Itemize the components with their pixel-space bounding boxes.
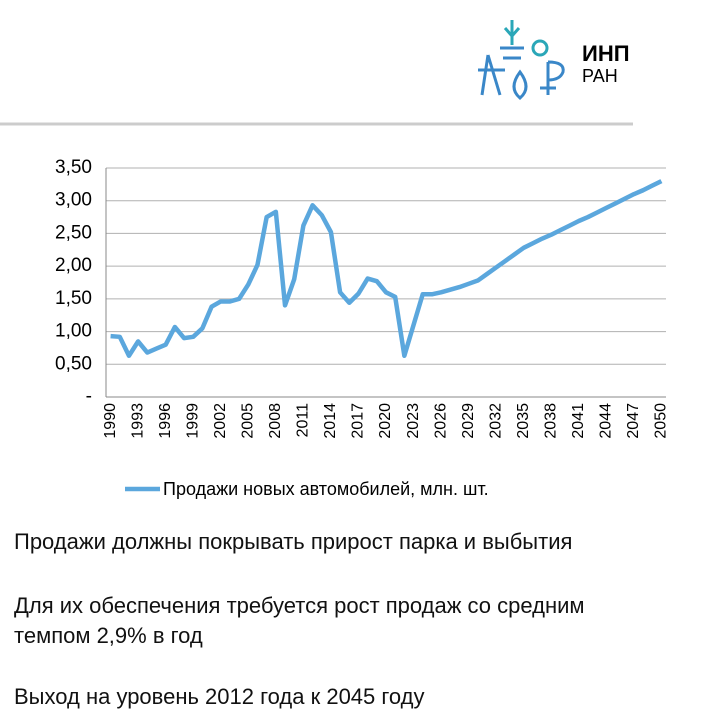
- x-tick-label: 1996: [157, 403, 174, 439]
- x-tick-label: 2050: [653, 403, 670, 439]
- x-tick-label: 2044: [598, 403, 615, 439]
- x-tick-label: 2023: [405, 403, 422, 439]
- x-tick-label: 1999: [184, 403, 201, 439]
- y-tick-label: 1,00: [55, 321, 92, 342]
- x-tick-label: 2029: [460, 403, 477, 439]
- paragraph: Выход на уровень 2012 года к 2045 году: [14, 684, 425, 709]
- y-tick-label: 0,50: [55, 353, 92, 374]
- x-tick-label: 2020: [377, 403, 394, 439]
- slide: ИНП РАН - 0,50 1,00 1,50 2,00 2,50 3,00 3,50 199…: [0, 20, 670, 499]
- x-tick-label: 2038: [542, 403, 559, 439]
- logo-icon: [478, 20, 565, 100]
- logo-org: РАН: [582, 66, 618, 86]
- y-tick-label: 1,50: [55, 288, 92, 309]
- y-tick-label: 2,50: [55, 222, 92, 243]
- x-tick-label: 2041: [570, 403, 587, 439]
- x-tick-label: 2017: [350, 403, 367, 439]
- x-tick-label: 2008: [267, 403, 284, 439]
- x-tick-label: 2011: [295, 403, 312, 438]
- x-tick-label: 1993: [129, 403, 146, 439]
- x-tick-label: 1990: [102, 403, 119, 439]
- x-tick-label: 2005: [240, 403, 257, 439]
- x-tick-label: 2026: [432, 403, 449, 439]
- y-tick-label: 3,00: [55, 190, 92, 211]
- y-tick-label: 3,50: [55, 157, 92, 178]
- y-tick-label: 2,00: [55, 255, 92, 276]
- paragraph: Для их обеспечения требуется рост продаж…: [14, 593, 585, 648]
- x-tick-label: 2032: [487, 403, 504, 439]
- logo-name: ИНП: [582, 41, 630, 66]
- x-tick-label: 2002: [212, 403, 229, 439]
- paragraph: Продажи должны покрывать прирост парка и…: [14, 529, 573, 554]
- legend-label: Продажи новых автомобилей, млн. шт.: [163, 479, 489, 499]
- x-tick-label: 2047: [625, 403, 642, 439]
- x-tick-label: 2035: [515, 403, 532, 439]
- line-series: [110, 179, 663, 359]
- x-tick-label: 2014: [322, 403, 339, 439]
- y-tick-label: -: [86, 386, 92, 407]
